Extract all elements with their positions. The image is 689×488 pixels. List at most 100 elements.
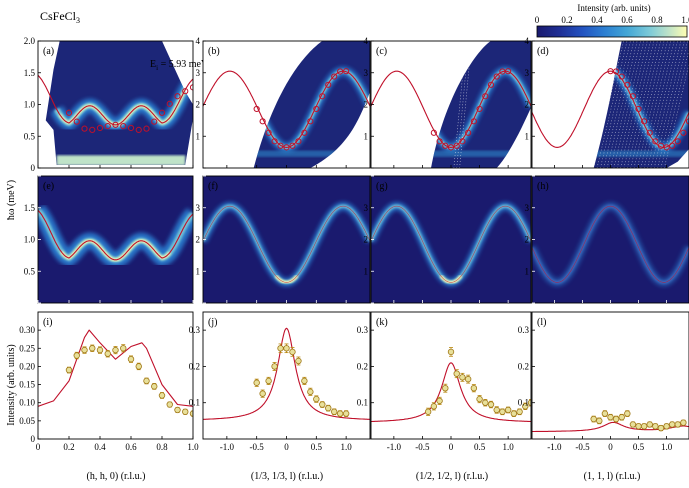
detector-gap [596,41,628,168]
panel-e: (e) 0.5 1.0 1.5 [24,175,194,304]
y-tick-label: 1 [525,266,530,276]
plot-background [203,312,370,439]
data-point [470,385,478,392]
panel-plot-area [203,312,370,439]
panel-plot-area [203,176,370,303]
x-tick-label: 0.5 [633,442,645,452]
peak-point [127,124,135,132]
y-tick-label: 3 [364,68,369,78]
data-point [436,397,443,405]
peak-point [465,129,472,136]
peak-point [73,118,80,125]
peak-point [476,105,483,113]
panel-plot-area [203,41,370,168]
data-point [453,370,460,377]
data-point [120,345,127,352]
detector-gap [613,41,645,168]
y-tick-label: 0.5 [24,266,36,276]
detector-gap [453,41,467,168]
colorbar [536,25,688,38]
panel-plot-area [38,41,193,168]
peak-point [301,129,308,136]
peak-point [685,118,689,125]
data-point [295,357,302,365]
panel-plot-area [371,312,531,439]
y-tick-label: 0.1 [357,398,368,408]
model-dispersion-curve [38,74,193,126]
y-tick-label: 0.2 [189,361,200,371]
model-dispersion-curve [371,205,531,283]
detector-gap [600,41,631,168]
colorbar-tick-label: 0.4 [591,15,603,25]
model-intensity-curve [203,327,370,420]
panel-l: (l) -1.0 -0.5 0 0.5 1.0 0.1 0.2 0.3 [518,311,689,452]
data-point [96,346,104,354]
data-point [127,355,135,363]
panel-label: (c) [376,46,387,57]
panel-label: (f) [208,181,218,192]
y-tick-label: 0.2 [518,361,529,371]
data-point [331,408,338,415]
low-energy-band [593,150,689,157]
detector-gap [606,41,638,168]
peak-point [641,118,648,125]
y-tick-label: 0 [31,163,36,173]
peak-point [120,122,127,130]
peak-point [283,144,290,151]
data-point [464,375,472,383]
peak-point [635,105,642,113]
panels: (a) Ei = 5.93 meV 0 0.5 1.0 1.5 2.0 (b) 1 2 3 4 (c) 1… [19,36,689,452]
x-tick-label: 0.2 [63,442,74,452]
y-tick-label: 0.25 [19,343,35,353]
y-tick-label: 1.5 [24,203,36,213]
data-point [601,410,609,417]
y-tick-label: 1 [364,266,369,276]
data-point [151,383,158,390]
data-point [652,423,659,430]
peak-point [442,142,449,149]
data-point [158,392,166,399]
y-tick-label: 2 [364,235,369,245]
panel-label: (j) [208,317,217,328]
y-tick-label: 4 [525,36,530,46]
x-tick-label: 0 [608,442,613,452]
peak-point [158,109,166,116]
y-tick-label: 0.1 [189,398,200,408]
panel-k: (k) -1.0 -0.5 0 0.5 1.0 0.1 0.2 0.3 [357,311,532,452]
panel-label: (b) [208,46,220,57]
detector-gap [647,41,678,168]
peak-point [430,129,437,136]
peak-point [657,142,665,149]
y-tick-label: 0.20 [19,361,35,371]
data-point [516,408,523,415]
plot-background [371,312,531,439]
panel-c: (c) 1 2 3 4 [364,36,532,169]
elastic-line [56,155,186,165]
x-tick-label: -0.5 [575,442,590,452]
data-point [104,350,111,357]
low-energy-band [431,150,531,157]
data-point [590,415,597,423]
peak-point [618,73,625,80]
data-point [89,345,96,352]
peak-point [613,68,620,75]
data-point [259,390,266,397]
x-tick-label: -1.0 [547,442,562,452]
data-point [522,403,529,410]
colorbar-tick-label: 0.2 [561,15,572,25]
data-point [271,363,278,370]
x-tick-label: 1.0 [503,442,515,452]
detector-gap [643,41,675,168]
y-tick-label: 1.5 [24,68,36,78]
data-point [265,377,272,385]
peak-point [112,121,119,128]
data-point [499,408,506,415]
panel-plot-area [38,312,193,439]
y-tick-label: 3 [196,203,201,213]
peak-point [459,138,466,145]
y-tick-label: 4 [196,36,201,46]
y-tick-label: 0.3 [357,325,369,335]
panel-plot-area [38,176,193,303]
data-point [430,403,438,410]
panel-label: (h) [537,181,549,192]
